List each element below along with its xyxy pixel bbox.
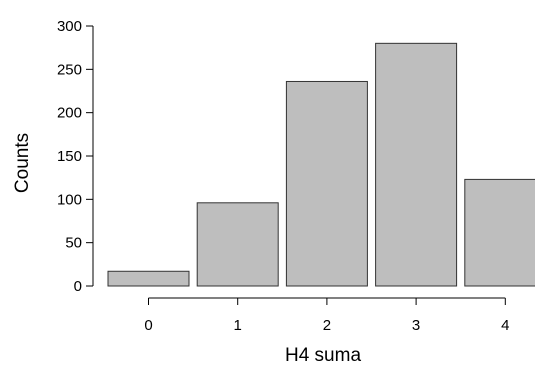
y-tick-label: 200 — [57, 105, 82, 122]
bar-0 — [107, 270, 190, 287]
bar-2 — [285, 80, 368, 287]
y-tick-label: 250 — [57, 61, 82, 78]
y-tick-label: 100 — [57, 191, 82, 208]
x-tick-label: 2 — [323, 317, 331, 334]
y-tick-label: 50 — [65, 235, 82, 252]
y-tick-label: 0 — [74, 278, 82, 295]
bar-1 — [196, 202, 279, 287]
x-tick-label: 0 — [144, 317, 152, 334]
y-axis-title: Counts — [12, 133, 33, 193]
bar-3 — [375, 42, 458, 287]
x-tick-label: 3 — [412, 317, 420, 334]
x-tick-label: 1 — [234, 317, 242, 334]
x-tick-label: 4 — [501, 317, 509, 334]
bar-4 — [464, 178, 535, 287]
x-axis-title: H4 suma — [285, 345, 361, 366]
y-tick-label: 300 — [57, 18, 82, 35]
x-axis: 0 1 2 3 4 — [144, 297, 509, 334]
bars — [107, 42, 535, 287]
y-axis: 0 50 100 150 200 250 300 — [57, 18, 94, 295]
y-tick-label: 150 — [57, 148, 82, 165]
